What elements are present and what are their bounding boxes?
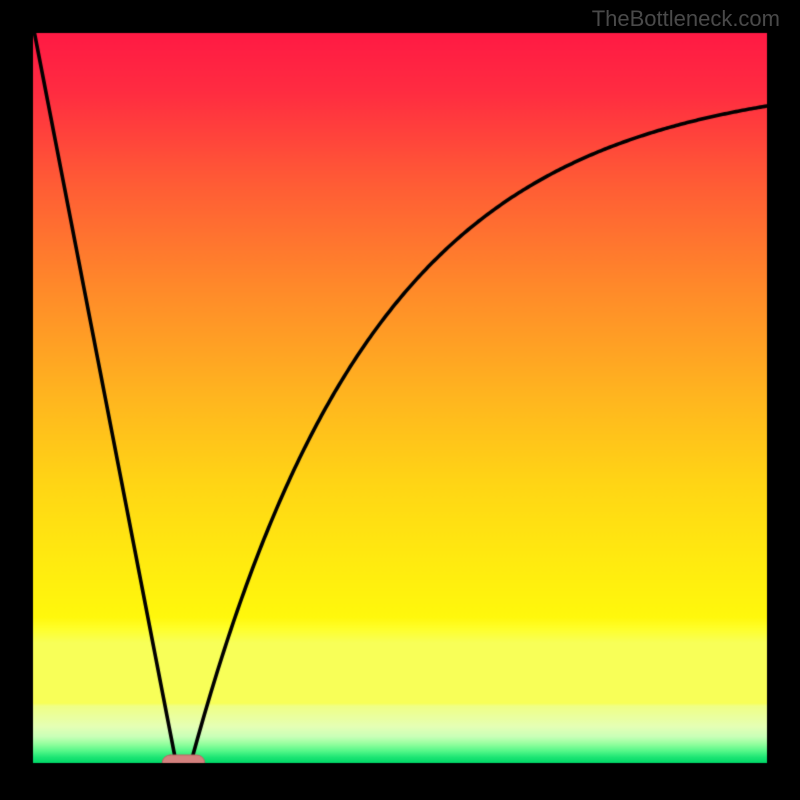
chart-stage: TheBottleneck.com bbox=[0, 0, 800, 800]
bottleneck-chart-canvas bbox=[0, 0, 800, 800]
